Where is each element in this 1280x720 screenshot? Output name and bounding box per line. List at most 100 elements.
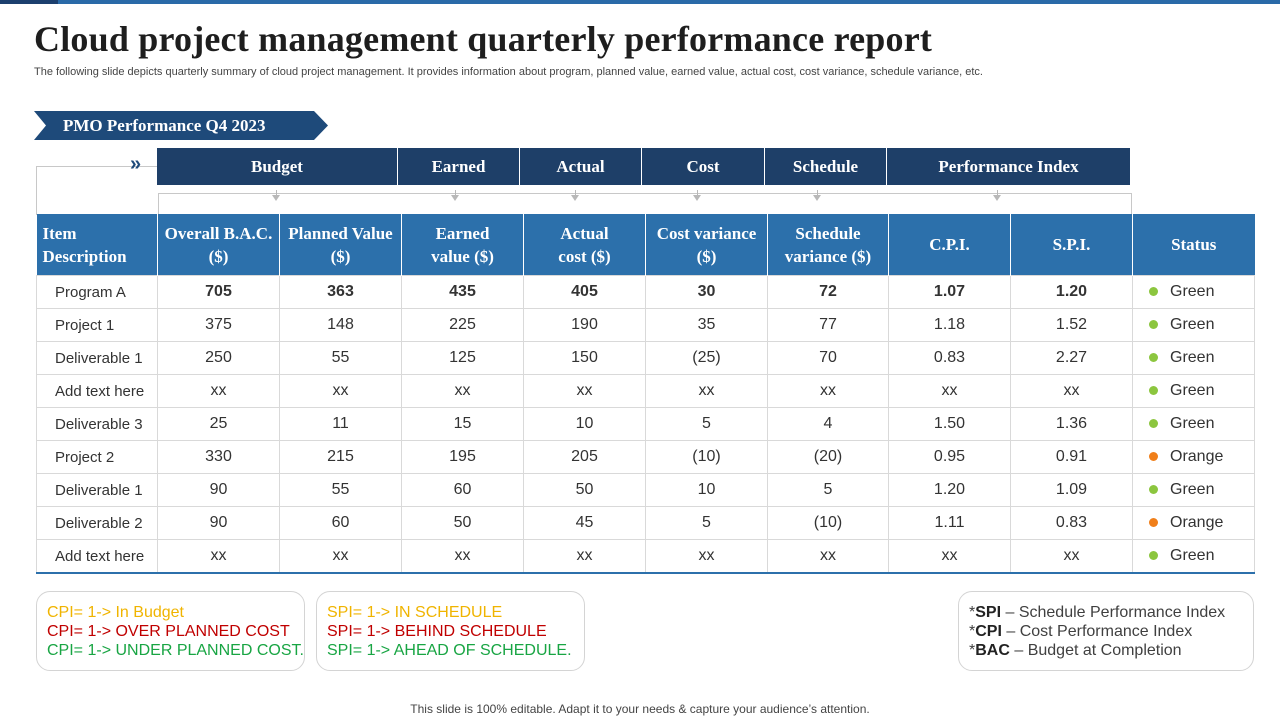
group-cost: Cost <box>642 148 765 185</box>
cpi-cell: 1.07 <box>888 275 1011 309</box>
header-planned-value: Planned Value ($) <box>279 214 402 276</box>
table-row: Deliverable 1 250 55 125 150 (25) 70 0.83 2.27 Gr… <box>36 341 1255 375</box>
top-accent-bar <box>0 0 1280 4</box>
arrow-stem <box>276 190 277 196</box>
status-dot-icon <box>1149 485 1158 495</box>
status-label: Orange <box>1170 448 1224 465</box>
header-text: value ($) <box>431 246 494 266</box>
status-cell: Green <box>1132 473 1255 507</box>
actual-cost-cell: xx <box>523 374 646 408</box>
connector-line-left <box>36 166 157 215</box>
table-row: Project 1 375 148 225 190 35 77 1.18 1.52 Green <box>36 308 1255 342</box>
cost-variance-cell: 10 <box>645 473 768 507</box>
pmo-banner: PMO Performance Q4 2023 <box>34 111 328 140</box>
item-description-cell: Deliverable 2 <box>36 506 158 540</box>
planned-value-cell: 55 <box>279 341 402 375</box>
cpi-cell: xx <box>888 374 1011 408</box>
status-label: Green <box>1170 283 1215 300</box>
schedule-variance-cell: xx <box>767 539 889 574</box>
earned-value-cell: 435 <box>401 275 524 309</box>
item-description-cell: Add text here <box>36 374 158 408</box>
header-text: Overall B.A.C. <box>164 223 273 243</box>
arrow-stem <box>697 190 698 196</box>
actual-cost-cell: 45 <box>523 506 646 540</box>
actual-cost-cell: 190 <box>523 308 646 342</box>
group-performance-index: Performance Index <box>887 148 1130 185</box>
cpi-cell: 1.11 <box>888 506 1011 540</box>
arrow-down-icon <box>571 195 579 201</box>
cost-variance-cell: 5 <box>645 407 768 441</box>
header-actual-cost: Actual cost ($) <box>523 214 646 276</box>
cost-variance-cell: (25) <box>645 341 768 375</box>
bac-cell: 375 <box>157 308 280 342</box>
item-description-cell: Deliverable 3 <box>36 407 158 441</box>
group-actual: Actual <box>520 148 642 185</box>
status-cell: Orange <box>1132 506 1255 540</box>
header-earned-value: Earned value ($) <box>401 214 524 276</box>
arrow-down-icon <box>451 195 459 201</box>
spi-cell: xx <box>1010 374 1133 408</box>
arrow-stem <box>997 190 998 196</box>
spi-cell: 1.52 <box>1010 308 1133 342</box>
planned-value-cell: 363 <box>279 275 402 309</box>
abbreviation-bac: *BAC – Budget at Completion <box>969 642 1182 659</box>
status-cell: Green <box>1132 275 1255 309</box>
spi-cell: 1.36 <box>1010 407 1133 441</box>
status-dot-icon <box>1149 386 1158 396</box>
performance-table: Item Description Overall B.A.C. ($) Planne… <box>36 214 1255 574</box>
header-text: Description <box>42 246 127 266</box>
spi-cell: 1.09 <box>1010 473 1133 507</box>
abbreviation-cpi: *CPI – Cost Performance Index <box>969 623 1193 640</box>
spi-legend-behind-schedule: SPI= 1-> BEHIND SCHEDULE <box>327 623 547 640</box>
bac-cell: 330 <box>157 440 280 474</box>
status-cell: Green <box>1132 407 1255 441</box>
abbreviation-box: *SPI – Schedule Performance Index *CPI –… <box>958 591 1254 671</box>
status-label: Green <box>1170 547 1215 564</box>
item-description-cell: Deliverable 1 <box>36 341 158 375</box>
schedule-variance-cell: 70 <box>767 341 889 375</box>
header-status: Status <box>1132 214 1255 276</box>
spi-legend-in-schedule: SPI= 1-> IN SCHEDULE <box>327 604 503 621</box>
header-spi: S.P.I. <box>1010 214 1133 276</box>
table-row: Project 2 330 215 195 205 (10) (20) 0.95 0.91 Ora… <box>36 440 1255 474</box>
actual-cost-cell: 10 <box>523 407 646 441</box>
abbr-term: CPI <box>975 623 1002 640</box>
group-budget: Budget <box>157 148 398 185</box>
earned-value-cell: xx <box>401 539 524 574</box>
item-description-cell: Program A <box>36 275 158 309</box>
arrow-stem <box>455 190 456 196</box>
cpi-cell: 0.95 <box>888 440 1011 474</box>
header-text: Planned Value <box>288 223 393 243</box>
spi-legend-ahead-schedule: SPI= 1-> AHEAD OF SCHEDULE. <box>327 642 572 659</box>
item-description-cell: Add text here <box>36 539 158 574</box>
cpi-cell: 0.83 <box>888 341 1011 375</box>
earned-value-cell: 50 <box>401 506 524 540</box>
earned-value-cell: 125 <box>401 341 524 375</box>
abbreviation-spi: *SPI – Schedule Performance Index <box>969 604 1226 621</box>
spi-legend-box: SPI= 1-> IN SCHEDULE SPI= 1-> BEHIND SCH… <box>316 591 585 671</box>
header-text: variance ($) <box>784 246 872 266</box>
earned-value-cell: 195 <box>401 440 524 474</box>
header-text: Actual <box>560 223 609 243</box>
schedule-variance-cell: 77 <box>767 308 889 342</box>
table-row: Add text here xx xx xx xx xx xx xx xx Green <box>36 539 1255 574</box>
schedule-variance-cell: 5 <box>767 473 889 507</box>
cpi-cell: 1.20 <box>888 473 1011 507</box>
bac-cell: 705 <box>157 275 280 309</box>
bac-cell: 90 <box>157 473 280 507</box>
actual-cost-cell: xx <box>523 539 646 574</box>
header-text: ($) <box>208 246 229 266</box>
bac-cell: 90 <box>157 506 280 540</box>
table-row: Deliverable 2 90 60 50 45 5 (10) 1.11 0.83 Orange <box>36 506 1255 540</box>
group-schedule: Schedule <box>765 148 887 185</box>
item-description-cell: Project 2 <box>36 440 158 474</box>
cpi-cell: 1.18 <box>888 308 1011 342</box>
column-header-row: Item Description Overall B.A.C. ($) Planne… <box>36 214 1255 276</box>
status-label: Green <box>1170 415 1215 432</box>
earned-value-cell: 15 <box>401 407 524 441</box>
header-cpi: C.P.I. <box>888 214 1011 276</box>
status-cell: Green <box>1132 539 1255 574</box>
header-overall-bac: Overall B.A.C. ($) <box>157 214 280 276</box>
cost-variance-cell: 5 <box>645 506 768 540</box>
schedule-variance-cell: 72 <box>767 275 889 309</box>
